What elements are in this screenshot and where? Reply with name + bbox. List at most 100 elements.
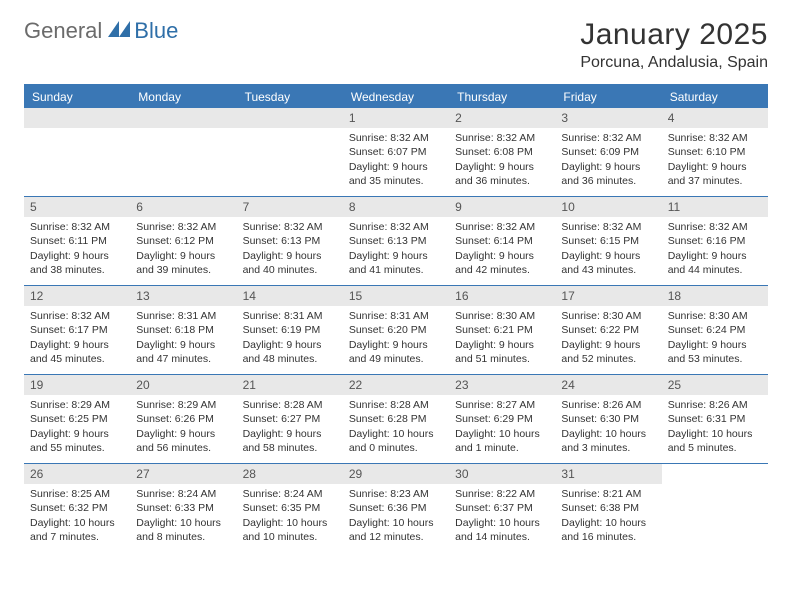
day-number: 27 xyxy=(130,464,236,484)
sunrise-line: Sunrise: 8:22 AM xyxy=(451,487,553,501)
day-number: 17 xyxy=(555,286,661,306)
empty-day-bar xyxy=(130,108,236,128)
sunset-line: Sunset: 6:30 PM xyxy=(557,412,659,426)
calendar-cell: 22Sunrise: 8:28 AMSunset: 6:28 PMDayligh… xyxy=(343,375,449,463)
sunrise-line: Sunrise: 8:31 AM xyxy=(239,309,341,323)
calendar-cell: 1Sunrise: 8:32 AMSunset: 6:07 PMDaylight… xyxy=(343,108,449,196)
sunset-line: Sunset: 6:07 PM xyxy=(345,145,447,159)
sunrise-line: Sunrise: 8:32 AM xyxy=(132,220,234,234)
calendar-cell: 10Sunrise: 8:32 AMSunset: 6:15 PMDayligh… xyxy=(555,197,661,285)
calendar-cell: 12Sunrise: 8:32 AMSunset: 6:17 PMDayligh… xyxy=(24,286,130,374)
calendar-cell: 7Sunrise: 8:32 AMSunset: 6:13 PMDaylight… xyxy=(237,197,343,285)
calendar-cell: 9Sunrise: 8:32 AMSunset: 6:14 PMDaylight… xyxy=(449,197,555,285)
sunrise-line: Sunrise: 8:32 AM xyxy=(26,220,128,234)
sunrise-line: Sunrise: 8:31 AM xyxy=(132,309,234,323)
daylight-line: Daylight: 9 hours and 58 minutes. xyxy=(239,427,341,455)
sunset-line: Sunset: 6:22 PM xyxy=(557,323,659,337)
day-number: 29 xyxy=(343,464,449,484)
sunrise-line: Sunrise: 8:24 AM xyxy=(132,487,234,501)
daylight-line: Daylight: 9 hours and 36 minutes. xyxy=(451,160,553,188)
sunset-line: Sunset: 6:27 PM xyxy=(239,412,341,426)
daylight-line: Daylight: 10 hours and 1 minute. xyxy=(451,427,553,455)
brand-triangle-icon xyxy=(108,21,130,42)
sunset-line: Sunset: 6:10 PM xyxy=(664,145,766,159)
sunset-line: Sunset: 6:32 PM xyxy=(26,501,128,515)
sunrise-line: Sunrise: 8:30 AM xyxy=(451,309,553,323)
day-number: 2 xyxy=(449,108,555,128)
day-number: 19 xyxy=(24,375,130,395)
day-number: 11 xyxy=(662,197,768,217)
calendar-cell: 26Sunrise: 8:25 AMSunset: 6:32 PMDayligh… xyxy=(24,464,130,552)
sunset-line: Sunset: 6:26 PM xyxy=(132,412,234,426)
day-number: 5 xyxy=(24,197,130,217)
daylight-line: Daylight: 9 hours and 45 minutes. xyxy=(26,338,128,366)
day-number: 30 xyxy=(449,464,555,484)
daylight-line: Daylight: 10 hours and 8 minutes. xyxy=(132,516,234,544)
daylight-line: Daylight: 9 hours and 43 minutes. xyxy=(557,249,659,277)
sunrise-line: Sunrise: 8:32 AM xyxy=(664,220,766,234)
sunrise-line: Sunrise: 8:27 AM xyxy=(451,398,553,412)
calendar-cell: 11Sunrise: 8:32 AMSunset: 6:16 PMDayligh… xyxy=(662,197,768,285)
daylight-line: Daylight: 9 hours and 48 minutes. xyxy=(239,338,341,366)
daylight-line: Daylight: 9 hours and 56 minutes. xyxy=(132,427,234,455)
calendar-grid: 1Sunrise: 8:32 AMSunset: 6:07 PMDaylight… xyxy=(24,108,768,552)
sunset-line: Sunset: 6:36 PM xyxy=(345,501,447,515)
daylight-line: Daylight: 10 hours and 0 minutes. xyxy=(345,427,447,455)
daylight-line: Daylight: 9 hours and 52 minutes. xyxy=(557,338,659,366)
sunrise-line: Sunrise: 8:25 AM xyxy=(26,487,128,501)
sunset-line: Sunset: 6:25 PM xyxy=(26,412,128,426)
sunrise-line: Sunrise: 8:26 AM xyxy=(557,398,659,412)
calendar-cell: 20Sunrise: 8:29 AMSunset: 6:26 PMDayligh… xyxy=(130,375,236,463)
calendar-cell: 18Sunrise: 8:30 AMSunset: 6:24 PMDayligh… xyxy=(662,286,768,374)
sunset-line: Sunset: 6:31 PM xyxy=(664,412,766,426)
day-number: 23 xyxy=(449,375,555,395)
daylight-line: Daylight: 10 hours and 10 minutes. xyxy=(239,516,341,544)
day-number: 26 xyxy=(24,464,130,484)
sunrise-line: Sunrise: 8:32 AM xyxy=(451,220,553,234)
calendar-weekday-header: Sunday Monday Tuesday Wednesday Thursday… xyxy=(24,86,768,108)
weekday-label: Thursday xyxy=(449,86,555,108)
sunset-line: Sunset: 6:14 PM xyxy=(451,234,553,248)
calendar-cell-empty xyxy=(24,108,130,196)
sunrise-line: Sunrise: 8:32 AM xyxy=(345,220,447,234)
calendar-cell: 30Sunrise: 8:22 AMSunset: 6:37 PMDayligh… xyxy=(449,464,555,552)
sunrise-line: Sunrise: 8:23 AM xyxy=(345,487,447,501)
day-number: 22 xyxy=(343,375,449,395)
sunset-line: Sunset: 6:11 PM xyxy=(26,234,128,248)
sunset-line: Sunset: 6:24 PM xyxy=(664,323,766,337)
daylight-line: Daylight: 10 hours and 16 minutes. xyxy=(557,516,659,544)
calendar-cell: 31Sunrise: 8:21 AMSunset: 6:38 PMDayligh… xyxy=(555,464,661,552)
daylight-line: Daylight: 9 hours and 49 minutes. xyxy=(345,338,447,366)
day-number: 3 xyxy=(555,108,661,128)
calendar-cell: 21Sunrise: 8:28 AMSunset: 6:27 PMDayligh… xyxy=(237,375,343,463)
sunset-line: Sunset: 6:35 PM xyxy=(239,501,341,515)
calendar-cell: 29Sunrise: 8:23 AMSunset: 6:36 PMDayligh… xyxy=(343,464,449,552)
sunset-line: Sunset: 6:12 PM xyxy=(132,234,234,248)
day-number: 4 xyxy=(662,108,768,128)
day-number: 16 xyxy=(449,286,555,306)
sunset-line: Sunset: 6:21 PM xyxy=(451,323,553,337)
sunset-line: Sunset: 6:37 PM xyxy=(451,501,553,515)
location-subtitle: Porcuna, Andalusia, Spain xyxy=(580,54,768,72)
calendar-cell: 25Sunrise: 8:26 AMSunset: 6:31 PMDayligh… xyxy=(662,375,768,463)
daylight-line: Daylight: 9 hours and 44 minutes. xyxy=(664,249,766,277)
day-number: 28 xyxy=(237,464,343,484)
day-number: 18 xyxy=(662,286,768,306)
daylight-line: Daylight: 9 hours and 35 minutes. xyxy=(345,160,447,188)
day-number: 10 xyxy=(555,197,661,217)
calendar-cell: 15Sunrise: 8:31 AMSunset: 6:20 PMDayligh… xyxy=(343,286,449,374)
calendar-cell-empty xyxy=(130,108,236,196)
day-number: 24 xyxy=(555,375,661,395)
daylight-line: Daylight: 9 hours and 36 minutes. xyxy=(557,160,659,188)
day-number: 13 xyxy=(130,286,236,306)
day-number: 7 xyxy=(237,197,343,217)
daylight-line: Daylight: 9 hours and 47 minutes. xyxy=(132,338,234,366)
sunrise-line: Sunrise: 8:32 AM xyxy=(557,131,659,145)
daylight-line: Daylight: 9 hours and 37 minutes. xyxy=(664,160,766,188)
weekday-label: Friday xyxy=(555,86,661,108)
calendar-cell: 27Sunrise: 8:24 AMSunset: 6:33 PMDayligh… xyxy=(130,464,236,552)
sunset-line: Sunset: 6:19 PM xyxy=(239,323,341,337)
title-block: January 2025 Porcuna, Andalusia, Spain xyxy=(580,18,768,72)
sunrise-line: Sunrise: 8:32 AM xyxy=(239,220,341,234)
calendar-cell-empty xyxy=(237,108,343,196)
